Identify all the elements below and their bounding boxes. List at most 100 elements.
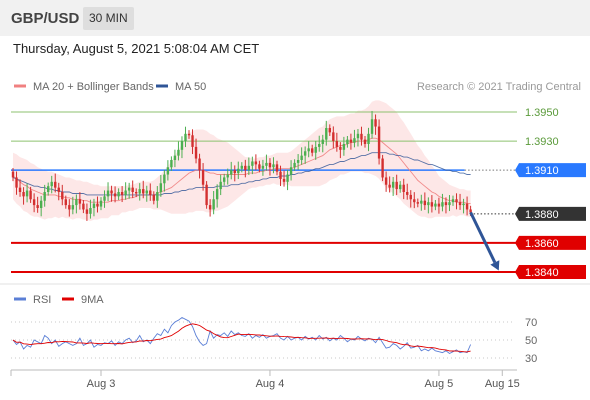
candle-body xyxy=(205,184,208,206)
x-tick-label: Aug 5 xyxy=(425,378,454,390)
candle-body xyxy=(293,162,296,168)
timeframe-badge[interactable]: 30 MIN xyxy=(83,7,134,30)
candles xyxy=(11,110,472,221)
candle-body xyxy=(29,190,32,200)
level-label: 1.3910 xyxy=(525,165,559,177)
symbol-title: GBP/USD xyxy=(11,10,80,27)
candle-body xyxy=(300,155,303,160)
candle-body xyxy=(152,194,155,201)
candle-body xyxy=(240,165,243,169)
level-tag xyxy=(515,163,586,178)
level-label: 1.3880 xyxy=(525,209,559,221)
ma50-legend-label: MA 50 xyxy=(175,81,206,93)
candle-body xyxy=(57,187,60,192)
candle-body xyxy=(215,189,219,200)
candle-body xyxy=(82,203,85,210)
candle-body xyxy=(113,193,117,197)
candle-body xyxy=(138,189,141,194)
candle-body xyxy=(25,190,29,197)
candle-body xyxy=(54,181,57,188)
x-tick-label: Aug 4 xyxy=(256,378,285,390)
candle-body xyxy=(226,174,229,178)
candle-body xyxy=(39,200,43,208)
candle-body xyxy=(145,190,148,194)
ma50-line xyxy=(12,152,471,196)
candle-body xyxy=(96,203,99,207)
candle-body xyxy=(166,167,170,175)
candle-body xyxy=(296,160,300,163)
candle-body xyxy=(413,199,416,203)
candle-body xyxy=(451,199,455,203)
ma9-legend-label: 9MA xyxy=(81,294,104,306)
bollinger-band xyxy=(13,100,471,222)
candle-body xyxy=(131,187,134,192)
candle-body xyxy=(36,205,39,208)
candle-body xyxy=(360,133,363,140)
candle-body xyxy=(275,164,279,172)
moving-averages xyxy=(12,137,471,205)
candle-body xyxy=(465,203,469,210)
candle-body xyxy=(219,181,222,190)
candle-body xyxy=(32,199,36,206)
candle-body xyxy=(328,128,331,133)
candle-body xyxy=(135,192,138,194)
candle-body xyxy=(272,164,275,168)
candle-body xyxy=(233,170,236,174)
candle-body xyxy=(247,165,251,171)
candle-body xyxy=(346,139,349,144)
x-tick-label: Aug 15 xyxy=(485,378,520,390)
candle-body xyxy=(286,174,289,182)
candle-body xyxy=(384,177,388,185)
candle-body xyxy=(416,202,419,204)
candle-body xyxy=(462,203,465,206)
candle-body xyxy=(163,174,166,184)
x-axis-labels: Aug 3 Aug 4 Aug 5 Aug 15 xyxy=(87,370,520,390)
candle-body xyxy=(11,171,15,178)
candle-body xyxy=(110,190,113,194)
candle-body xyxy=(177,149,180,156)
candle-body xyxy=(356,133,360,139)
candle-body xyxy=(395,181,398,190)
candle-body xyxy=(251,161,254,166)
candle-body xyxy=(318,144,321,147)
candle-body xyxy=(342,144,346,150)
candle-body xyxy=(18,187,22,192)
candle-body xyxy=(75,199,78,206)
candle-body xyxy=(406,192,409,195)
level-lines xyxy=(11,111,517,273)
candle-body xyxy=(237,168,240,174)
candle-body xyxy=(434,203,437,207)
candle-body xyxy=(187,133,191,136)
level-label: 1.3860 xyxy=(525,238,559,250)
candle-body xyxy=(363,139,367,144)
candle-body xyxy=(43,192,46,201)
candle-body xyxy=(388,184,391,188)
bb-legend-label: MA 20 + Bollinger Bands xyxy=(33,81,154,93)
bb-legend-swatch xyxy=(14,84,26,88)
candle-body xyxy=(149,190,152,195)
datetime-label: Thursday, August 5, 2021 5:08:04 AM CET xyxy=(13,41,260,56)
candle-body xyxy=(244,165,247,171)
candle-body xyxy=(399,184,402,190)
candle-body xyxy=(402,184,405,192)
ma20-line xyxy=(12,137,471,205)
candle-body xyxy=(124,190,127,195)
rsi-legend-label: RSI xyxy=(33,294,51,306)
candle-body xyxy=(78,199,82,204)
candle-body xyxy=(374,119,377,127)
candle-body xyxy=(61,192,64,200)
candle-body xyxy=(289,167,293,175)
candle-body xyxy=(223,177,226,182)
level-tag xyxy=(515,206,586,221)
candle-body xyxy=(230,170,233,175)
candle-body xyxy=(184,133,187,142)
x-tick-label: Aug 3 xyxy=(87,378,116,390)
candle-body xyxy=(191,135,194,147)
candle-body xyxy=(367,133,370,144)
candle-body xyxy=(15,177,18,188)
candle-body xyxy=(50,181,53,187)
candle-body xyxy=(303,151,307,156)
candle-body xyxy=(448,202,451,206)
candle-body xyxy=(391,181,395,188)
candle-body xyxy=(173,155,177,160)
